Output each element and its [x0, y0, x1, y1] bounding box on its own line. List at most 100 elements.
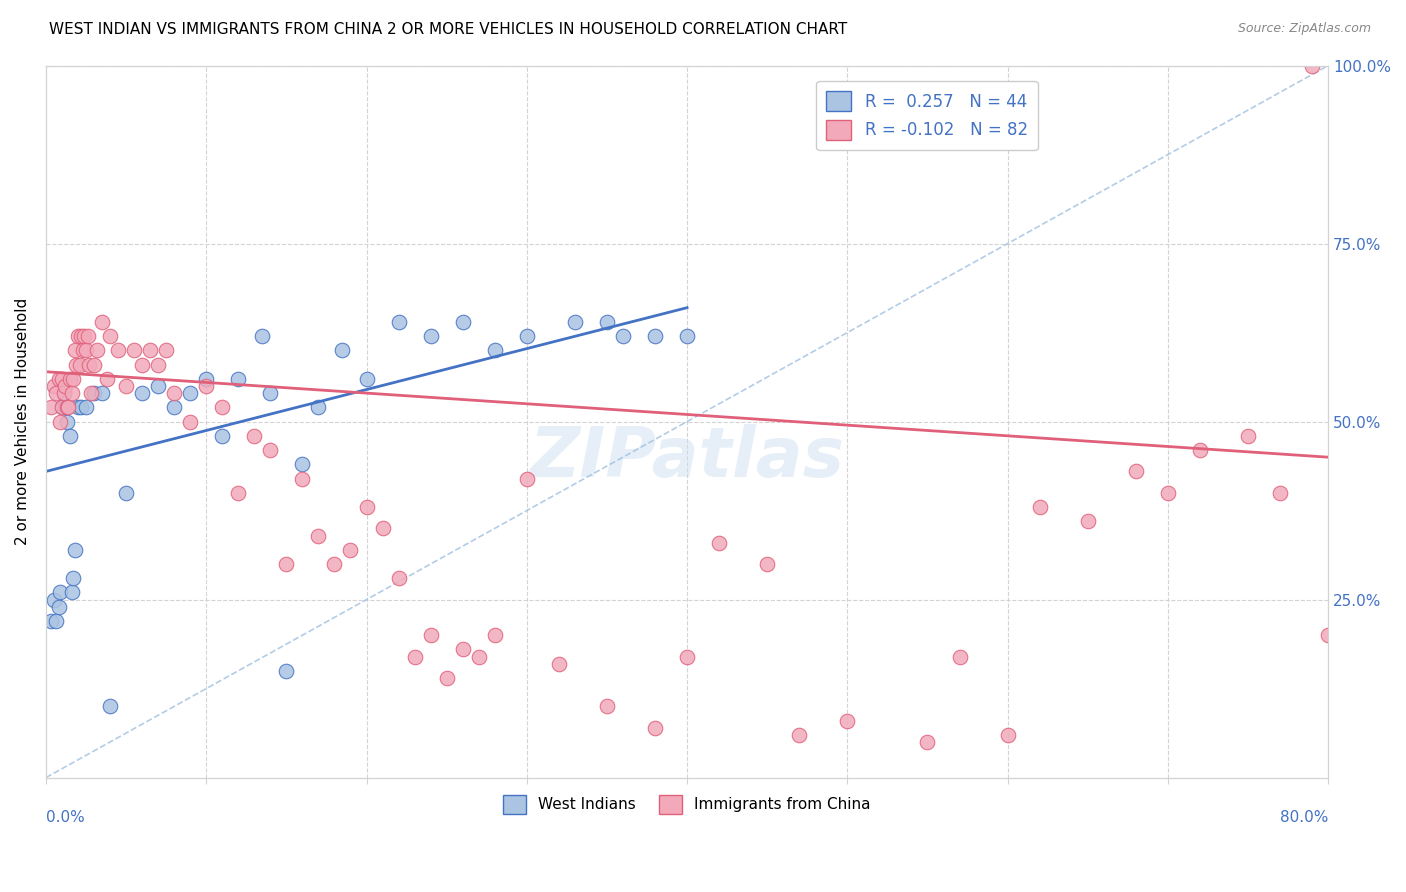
Point: [259, 443, 281, 458]
Point: [356, 372, 378, 386]
Point: [837, 714, 859, 728]
Point: [356, 500, 378, 514]
Point: [115, 485, 138, 500]
Point: [65, 358, 87, 372]
Point: [83, 358, 105, 372]
Point: [163, 401, 186, 415]
Point: [115, 379, 138, 393]
Point: [51, 401, 73, 415]
Point: [291, 458, 314, 472]
Point: [58, 401, 80, 415]
Point: [66, 401, 89, 415]
Point: [98, 699, 121, 714]
Point: [484, 343, 506, 358]
Point: [53, 401, 76, 415]
Point: [131, 358, 153, 372]
Point: [195, 379, 218, 393]
Point: [332, 343, 354, 358]
Point: [596, 315, 619, 329]
Point: [39, 401, 62, 415]
Point: [86, 343, 108, 358]
Point: [1157, 485, 1180, 500]
Point: [339, 542, 361, 557]
Text: 80.0%: 80.0%: [1279, 810, 1329, 824]
Point: [564, 315, 586, 329]
Point: [70, 401, 93, 415]
Point: [45, 614, 67, 628]
Point: [226, 485, 249, 500]
Point: [56, 401, 79, 415]
Point: [62, 372, 84, 386]
Point: [63, 343, 86, 358]
Point: [96, 372, 118, 386]
Point: [644, 329, 666, 343]
Point: [419, 329, 441, 343]
Point: [211, 401, 233, 415]
Point: [1398, 571, 1406, 585]
Point: [59, 429, 82, 443]
Point: [179, 386, 201, 401]
Point: [787, 728, 810, 742]
Point: [98, 329, 121, 343]
Point: [676, 329, 699, 343]
Point: [997, 728, 1019, 742]
Point: [1317, 628, 1340, 642]
Point: [547, 657, 569, 671]
Point: [323, 557, 346, 571]
Point: [107, 343, 129, 358]
Point: [62, 571, 84, 585]
Point: [436, 671, 458, 685]
Y-axis label: 2 or more Vehicles in Household: 2 or more Vehicles in Household: [15, 298, 30, 545]
Point: [707, 535, 730, 549]
Point: [49, 585, 72, 599]
Point: [155, 343, 177, 358]
Point: [276, 664, 298, 678]
Point: [451, 642, 474, 657]
Point: [1237, 429, 1260, 443]
Point: [146, 379, 169, 393]
Point: [75, 343, 97, 358]
Point: [371, 521, 394, 535]
Point: [516, 329, 538, 343]
Point: [596, 699, 619, 714]
Point: [612, 329, 634, 343]
Point: [60, 386, 83, 401]
Point: [467, 649, 489, 664]
Point: [1188, 443, 1211, 458]
Point: [131, 386, 153, 401]
Legend: West Indians, Immigrants from China: West Indians, Immigrants from China: [498, 789, 877, 820]
Point: [77, 358, 100, 372]
Point: [60, 585, 83, 599]
Point: [70, 329, 93, 343]
Text: WEST INDIAN VS IMMIGRANTS FROM CHINA 2 OR MORE VEHICLES IN HOUSEHOLD CORRELATION: WEST INDIAN VS IMMIGRANTS FROM CHINA 2 O…: [49, 22, 848, 37]
Point: [42, 379, 65, 393]
Point: [644, 721, 666, 735]
Point: [73, 329, 96, 343]
Point: [243, 429, 266, 443]
Point: [307, 401, 329, 415]
Point: [49, 415, 72, 429]
Point: [1301, 59, 1323, 73]
Point: [179, 415, 201, 429]
Point: [948, 649, 970, 664]
Point: [1348, 535, 1371, 549]
Point: [51, 372, 73, 386]
Point: [139, 343, 162, 358]
Point: [387, 571, 409, 585]
Point: [52, 386, 75, 401]
Point: [52, 386, 75, 401]
Text: Source: ZipAtlas.com: Source: ZipAtlas.com: [1237, 22, 1371, 36]
Point: [756, 557, 779, 571]
Point: [53, 379, 76, 393]
Point: [72, 343, 94, 358]
Point: [1125, 465, 1147, 479]
Point: [48, 599, 70, 614]
Point: [80, 386, 103, 401]
Point: [66, 329, 89, 343]
Point: [259, 386, 281, 401]
Point: [291, 471, 314, 485]
Point: [195, 372, 218, 386]
Point: [252, 329, 274, 343]
Point: [48, 372, 70, 386]
Point: [451, 315, 474, 329]
